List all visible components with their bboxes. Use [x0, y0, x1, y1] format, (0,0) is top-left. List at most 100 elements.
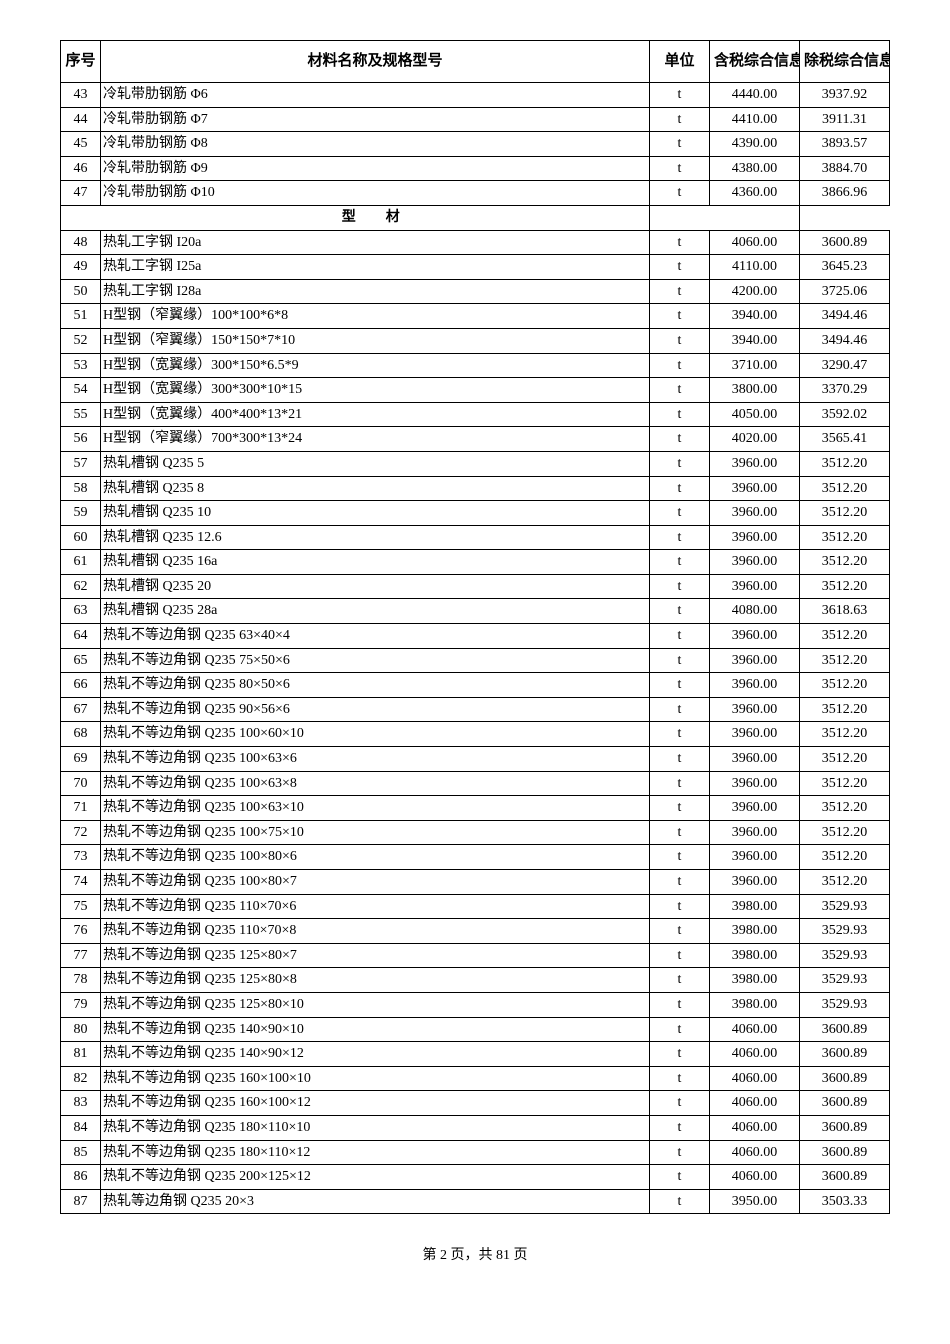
cell-unit: t — [650, 501, 710, 526]
cell-seq: 86 — [61, 1165, 101, 1190]
cell-unit: t — [650, 968, 710, 993]
section-title: 型 材 — [101, 205, 650, 230]
cell-price2: 3884.70 — [800, 156, 890, 181]
table-row: 60热轧槽钢 Q235 12.6t3960.003512.20 — [61, 525, 890, 550]
table-row: 78热轧不等边角钢 Q235 125×80×8t3980.003529.93 — [61, 968, 890, 993]
cell-unit: t — [650, 1165, 710, 1190]
section-spacer — [61, 205, 101, 230]
cell-unit: t — [650, 132, 710, 157]
cell-price1: 3710.00 — [710, 353, 800, 378]
cell-name: 热轧不等边角钢 Q235 110×70×8 — [101, 919, 650, 944]
cell-price2: 3512.20 — [800, 820, 890, 845]
cell-seq: 85 — [61, 1140, 101, 1165]
cell-price2: 3725.06 — [800, 279, 890, 304]
cell-unit: t — [650, 1017, 710, 1042]
table-row: 58热轧槽钢 Q235 8t3960.003512.20 — [61, 476, 890, 501]
cell-name: 热轧不等边角钢 Q235 100×80×7 — [101, 870, 650, 895]
cell-seq: 46 — [61, 156, 101, 181]
cell-price1: 4060.00 — [710, 1017, 800, 1042]
cell-price2: 3512.20 — [800, 525, 890, 550]
header-unit: 单位 — [650, 41, 710, 83]
cell-name: 热轧不等边角钢 Q235 100×63×8 — [101, 771, 650, 796]
cell-name: 热轧不等边角钢 Q235 140×90×12 — [101, 1042, 650, 1067]
cell-seq: 55 — [61, 402, 101, 427]
table-row: 75热轧不等边角钢 Q235 110×70×6t3980.003529.93 — [61, 894, 890, 919]
cell-name: 热轧不等边角钢 Q235 80×50×6 — [101, 673, 650, 698]
cell-price1: 4060.00 — [710, 1165, 800, 1190]
cell-name: 热轧槽钢 Q235 5 — [101, 451, 650, 476]
cell-price1: 3960.00 — [710, 624, 800, 649]
cell-seq: 76 — [61, 919, 101, 944]
cell-seq: 43 — [61, 83, 101, 108]
cell-unit: t — [650, 894, 710, 919]
cell-name: 热轧工字钢 I20a — [101, 230, 650, 255]
cell-name: 热轧工字钢 I25a — [101, 255, 650, 280]
cell-unit: t — [650, 279, 710, 304]
cell-seq: 83 — [61, 1091, 101, 1116]
cell-name: 热轧槽钢 Q235 20 — [101, 574, 650, 599]
table-row: 71热轧不等边角钢 Q235 100×63×10t3960.003512.20 — [61, 796, 890, 821]
cell-seq: 60 — [61, 525, 101, 550]
table-row: 56H型钢（窄翼缘）700*300*13*24t4020.003565.41 — [61, 427, 890, 452]
cell-name: 冷轧带肋钢筋 Φ8 — [101, 132, 650, 157]
cell-price2: 3618.63 — [800, 599, 890, 624]
cell-price2: 3600.89 — [800, 1091, 890, 1116]
materials-table: 序号 材料名称及规格型号 单位 含税综合信息价 除税综合信息价 43冷轧带肋钢筋… — [60, 40, 890, 1214]
header-price2: 除税综合信息价 — [800, 41, 890, 83]
table-header-row: 序号 材料名称及规格型号 单位 含税综合信息价 除税综合信息价 — [61, 41, 890, 83]
section-row: 型 材 — [61, 205, 890, 230]
table-row: 43冷轧带肋钢筋 Φ6t4440.003937.92 — [61, 83, 890, 108]
cell-price2: 3565.41 — [800, 427, 890, 452]
cell-name: 热轧不等边角钢 Q235 100×63×10 — [101, 796, 650, 821]
cell-price2: 3645.23 — [800, 255, 890, 280]
cell-unit: t — [650, 771, 710, 796]
cell-unit: t — [650, 673, 710, 698]
cell-price2: 3512.20 — [800, 697, 890, 722]
cell-price1: 3960.00 — [710, 574, 800, 599]
cell-price1: 4060.00 — [710, 1066, 800, 1091]
cell-unit: t — [650, 378, 710, 403]
cell-seq: 59 — [61, 501, 101, 526]
page-footer: 第 2 页，共 81 页 — [60, 1244, 890, 1264]
cell-price2: 3494.46 — [800, 304, 890, 329]
cell-name: H型钢（宽翼缘）300*300*10*15 — [101, 378, 650, 403]
cell-seq: 45 — [61, 132, 101, 157]
cell-price1: 4060.00 — [710, 1115, 800, 1140]
table-row: 77热轧不等边角钢 Q235 125×80×7t3980.003529.93 — [61, 943, 890, 968]
cell-price1: 3960.00 — [710, 845, 800, 870]
cell-seq: 48 — [61, 230, 101, 255]
cell-price2: 3512.20 — [800, 747, 890, 772]
cell-seq: 79 — [61, 992, 101, 1017]
cell-name: H型钢（窄翼缘）700*300*13*24 — [101, 427, 650, 452]
cell-price2: 3494.46 — [800, 328, 890, 353]
table-row: 80热轧不等边角钢 Q235 140×90×10t4060.003600.89 — [61, 1017, 890, 1042]
cell-unit: t — [650, 1091, 710, 1116]
cell-price1: 3960.00 — [710, 550, 800, 575]
cell-price2: 3529.93 — [800, 894, 890, 919]
cell-name: H型钢（宽翼缘）300*150*6.5*9 — [101, 353, 650, 378]
cell-seq: 69 — [61, 747, 101, 772]
cell-price2: 3512.20 — [800, 624, 890, 649]
table-row: 81热轧不等边角钢 Q235 140×90×12t4060.003600.89 — [61, 1042, 890, 1067]
cell-seq: 74 — [61, 870, 101, 895]
cell-unit: t — [650, 550, 710, 575]
cell-price2: 3512.20 — [800, 673, 890, 698]
cell-price2: 3592.02 — [800, 402, 890, 427]
cell-unit: t — [650, 83, 710, 108]
cell-unit: t — [650, 1140, 710, 1165]
cell-unit: t — [650, 919, 710, 944]
cell-seq: 52 — [61, 328, 101, 353]
table-row: 64热轧不等边角钢 Q235 63×40×4t3960.003512.20 — [61, 624, 890, 649]
cell-price1: 4020.00 — [710, 427, 800, 452]
cell-price1: 3980.00 — [710, 968, 800, 993]
cell-price1: 3960.00 — [710, 820, 800, 845]
cell-seq: 58 — [61, 476, 101, 501]
cell-unit: t — [650, 943, 710, 968]
cell-unit: t — [650, 1042, 710, 1067]
cell-price2: 3600.89 — [800, 1115, 890, 1140]
cell-price1: 4060.00 — [710, 1091, 800, 1116]
cell-price1: 4200.00 — [710, 279, 800, 304]
cell-price1: 4060.00 — [710, 1042, 800, 1067]
cell-seq: 68 — [61, 722, 101, 747]
cell-price2: 3600.89 — [800, 1042, 890, 1067]
